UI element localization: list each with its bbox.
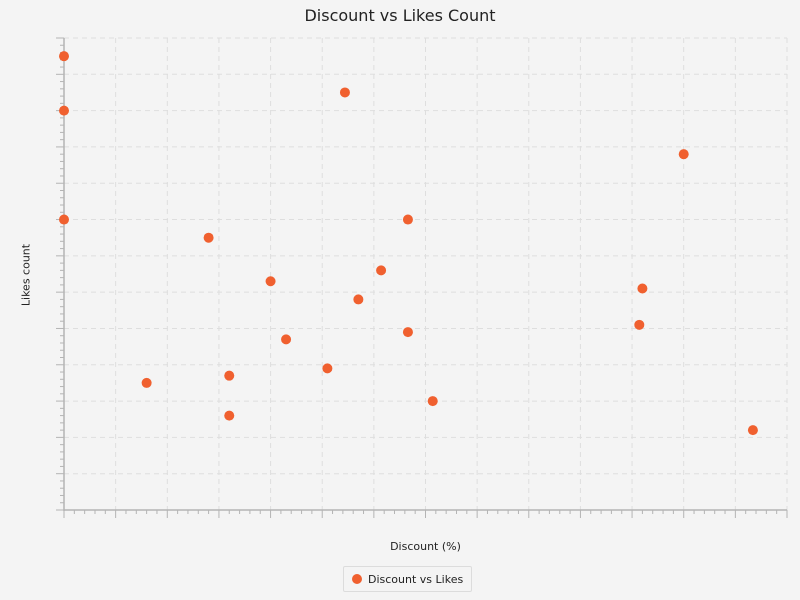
data-point [203, 232, 214, 243]
data-point [59, 51, 69, 62]
data-point [353, 294, 364, 305]
y-axis-label: Likes count [19, 243, 33, 307]
data-point [59, 105, 69, 116]
data-point [281, 334, 292, 345]
data-point [747, 425, 758, 436]
chart-title: Discount vs Likes Count [304, 6, 496, 25]
data-point [402, 214, 413, 225]
x-axis-label: Discount (%) [390, 540, 461, 553]
legend-marker [352, 574, 362, 584]
data-point [59, 214, 69, 225]
data-point [224, 410, 235, 421]
data-point [339, 87, 350, 98]
legend-entry-label: Discount vs Likes [368, 572, 464, 586]
data-point [427, 396, 438, 407]
data-point [141, 377, 152, 388]
data-point [376, 265, 387, 276]
data-point [634, 319, 645, 330]
data-point [678, 149, 689, 160]
data-point [265, 276, 276, 287]
data-point [224, 370, 235, 381]
data-point [402, 327, 413, 338]
data-point [637, 283, 648, 294]
data-point [322, 363, 333, 374]
legend: Discount vs Likes [343, 566, 473, 592]
